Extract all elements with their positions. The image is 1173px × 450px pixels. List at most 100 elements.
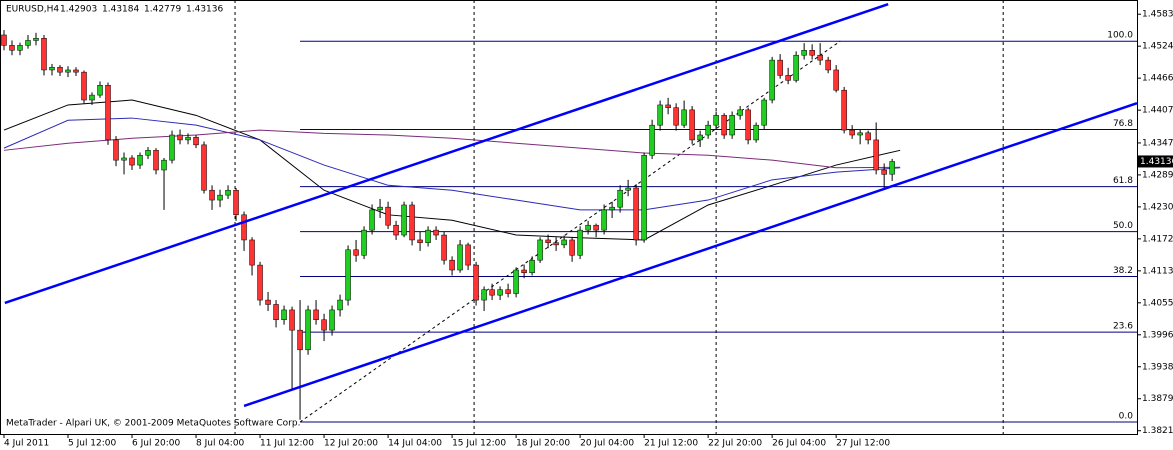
candle-body (881, 169, 887, 175)
candle-body (17, 45, 23, 51)
candle-body (321, 319, 327, 331)
moving-average (3, 117, 901, 211)
candle-body (305, 309, 311, 351)
candle-body (745, 109, 751, 141)
fib-label: 76.8 (1113, 119, 1133, 129)
plot-frame (0, 0, 1138, 435)
candle-body (553, 242, 559, 246)
fib-baseline (299, 40, 841, 423)
candle-body (145, 150, 151, 156)
candle-body (97, 85, 103, 96)
candle-body (193, 136, 199, 146)
candle-body (281, 309, 287, 321)
candle-body (289, 309, 295, 331)
candle-body (777, 59, 783, 76)
candle-body (617, 189, 623, 208)
candle-body (545, 239, 551, 243)
candle-body (257, 264, 263, 301)
candle-body (105, 85, 111, 141)
y-tick-label: 1.38210 (1142, 426, 1173, 436)
candle-body (417, 239, 423, 243)
candle-body (337, 299, 343, 311)
candle-body (521, 269, 527, 274)
header-price: 1.43184 (102, 5, 139, 15)
candle-body (241, 214, 247, 241)
candle-body (89, 94, 95, 101)
y-tick-label: 1.44075 (1142, 106, 1173, 116)
candle-body (161, 159, 167, 171)
candle-body (393, 224, 399, 236)
y-tick-label: 1.42890 (1142, 170, 1173, 180)
fib-label: 61.8 (1113, 176, 1133, 186)
candle-body (385, 206, 391, 226)
y-tick-label: 1.42305 (1142, 202, 1173, 212)
candle-body (729, 115, 735, 136)
candle-body (81, 71, 87, 101)
candle-body (465, 244, 471, 266)
y-tick-label: 1.38795 (1142, 394, 1173, 404)
candle-body (481, 289, 487, 301)
candle-body (785, 75, 791, 81)
y-tick-label: 1.41720 (1142, 234, 1173, 244)
candle-body (593, 224, 599, 231)
candle-body (817, 54, 823, 61)
x-tick-label: 4 Jul 2011 (4, 439, 49, 449)
x-tick-label: 18 Jul 20:00 (516, 439, 570, 449)
current-price-box (1138, 155, 1173, 168)
candle-body (73, 69, 79, 73)
fib-label: 38.2 (1113, 266, 1133, 276)
y-tick-label: 1.43475 (1142, 138, 1173, 148)
candle-body (529, 259, 535, 274)
y-tick-label: 1.45245 (1142, 42, 1173, 52)
candle-body (121, 157, 127, 161)
candle-body (249, 239, 255, 266)
header-price: 1.42779 (144, 5, 181, 15)
candle-body (169, 134, 175, 161)
candle-body (873, 139, 879, 171)
y-tick-label: 1.45830 (1142, 10, 1173, 20)
candle-body (705, 124, 711, 136)
x-tick-label: 20 Jul 04:00 (580, 439, 634, 449)
candle-body (65, 69, 71, 73)
candle-body (601, 209, 607, 231)
candle-body (833, 69, 839, 91)
candle-body (217, 194, 223, 201)
candle-body (801, 50, 807, 56)
candle-body (513, 269, 519, 294)
candle-body (793, 54, 799, 81)
header-price: 1.43136 (186, 5, 223, 15)
candle-body (441, 234, 447, 261)
candle-body (857, 132, 863, 136)
y-tick-label: 1.39380 (1142, 362, 1173, 372)
candle-body (449, 259, 455, 271)
fib-label: 23.6 (1113, 322, 1133, 332)
x-tick-label: 6 Jul 20:00 (132, 439, 181, 449)
candle-body (265, 299, 271, 305)
candle-body (889, 161, 895, 175)
y-tick-label: 1.44660 (1142, 74, 1173, 84)
x-tick-label: 12 Jul 20:00 (324, 439, 378, 449)
candle-body (681, 109, 687, 126)
candle-body (353, 249, 359, 256)
candle-body (177, 134, 183, 141)
candle-body (713, 115, 719, 126)
candle-body (377, 206, 383, 211)
candle-body (113, 139, 119, 161)
candle-body (689, 109, 695, 141)
candle-body (433, 229, 439, 236)
candle-body (225, 189, 231, 196)
candle-body (497, 289, 503, 296)
header-price: 1.42903 (60, 5, 97, 15)
candle-body (297, 329, 303, 351)
candle-body (633, 187, 639, 241)
candle-body (625, 187, 631, 191)
candle-body (505, 289, 511, 294)
candle-body (809, 50, 815, 56)
candle-body (841, 89, 847, 131)
x-tick-label: 14 Jul 04:00 (388, 439, 442, 449)
candle-body (49, 66, 55, 71)
x-tick-label: 11 Jul 12:00 (260, 439, 314, 449)
candle-body (233, 189, 239, 216)
candle-body (329, 309, 335, 331)
candle-body (409, 204, 415, 241)
